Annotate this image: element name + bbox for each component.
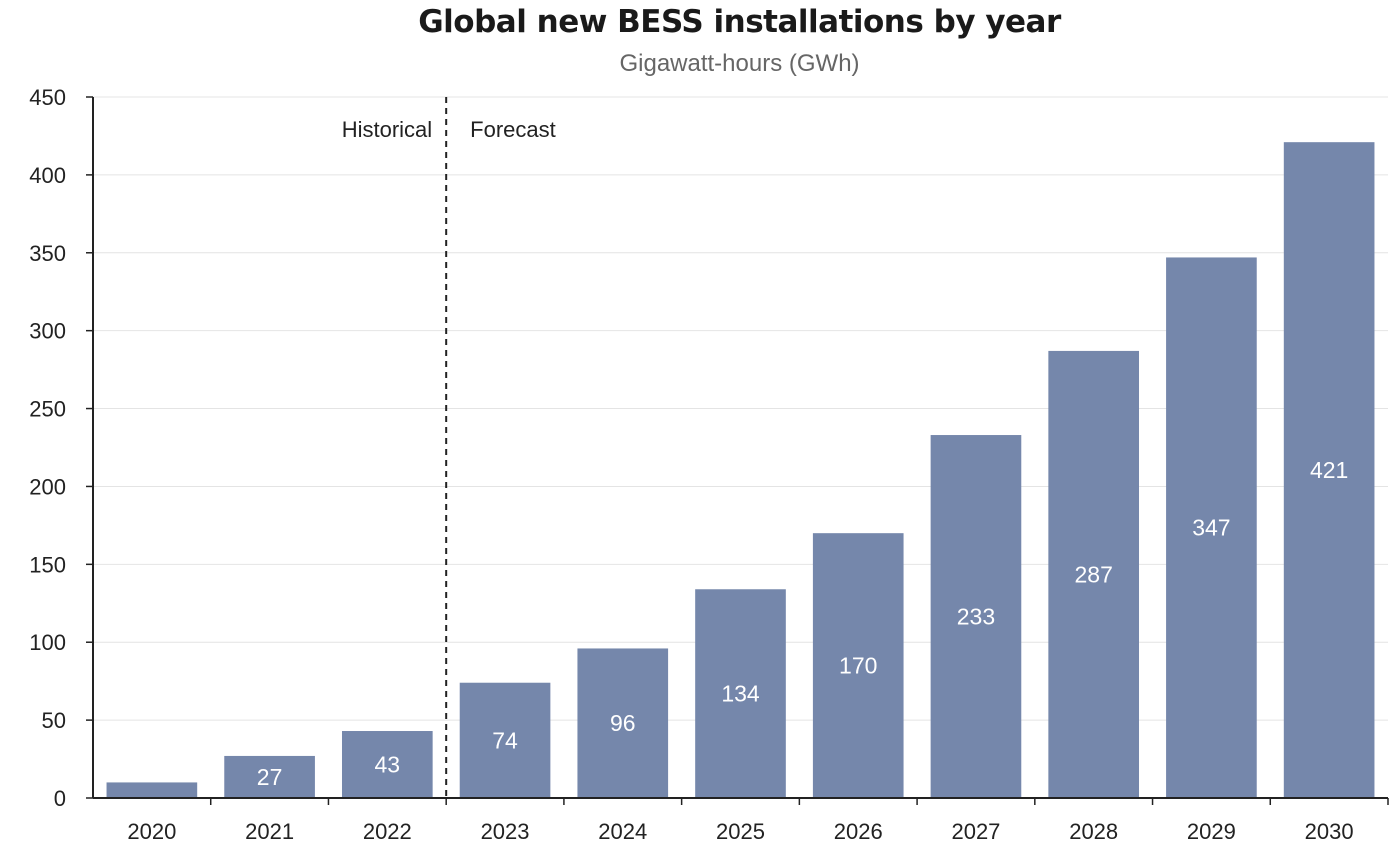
forecast-label: Forecast — [470, 117, 556, 142]
x-tick-label: 2023 — [481, 819, 530, 844]
x-tick-label: 2030 — [1305, 819, 1354, 844]
bar — [812, 533, 904, 798]
bar-value-label: 421 — [1310, 457, 1348, 483]
chart-title: Global new BESS installations by year — [418, 4, 1061, 40]
bar — [459, 682, 551, 798]
historical-label: Historical — [342, 117, 432, 142]
bar-value-label: 134 — [721, 681, 760, 707]
x-tick-label: 2029 — [1187, 819, 1236, 844]
bar — [341, 731, 433, 798]
bar-value-label: 43 — [375, 752, 401, 778]
bar — [1283, 142, 1375, 799]
x-tick-label: 2028 — [1069, 819, 1118, 844]
x-tick-label: 2026 — [834, 819, 883, 844]
bar-value-label: 233 — [957, 604, 995, 630]
bars: 27 43 74 96 134 170 233 287 347 421 — [106, 142, 1375, 799]
y-tick-label: 300 — [29, 319, 66, 344]
bar — [1048, 350, 1140, 798]
y-tick-label: 150 — [29, 552, 66, 577]
y-tick-label: 350 — [29, 241, 66, 266]
y-tick-label: 450 — [29, 85, 66, 110]
chart-subtitle: Gigawatt-hours (GWh) — [619, 50, 860, 77]
bar-value-label: 96 — [610, 710, 636, 736]
y-tick-label: 250 — [29, 397, 66, 422]
x-tick-label: 2024 — [598, 819, 647, 844]
x-tick-label: 2022 — [363, 819, 412, 844]
y-tick-label: 0 — [54, 786, 66, 811]
bar-value-label: 27 — [257, 764, 283, 790]
x-tick-label: 2020 — [127, 819, 176, 844]
bar — [224, 755, 315, 798]
bar — [695, 589, 786, 798]
y-tick-label: 200 — [29, 474, 66, 499]
bar — [930, 435, 1022, 798]
bar — [106, 782, 198, 798]
y-tick-label: 400 — [29, 163, 66, 188]
bar-value-label: 287 — [1074, 561, 1112, 587]
x-axis-tick-labels: 2020 2021 2022 2023 2024 2025 2026 2027 2028 2029… — [127, 798, 1389, 844]
bar-value-label: 74 — [492, 727, 518, 753]
y-tick-label: 50 — [42, 708, 66, 733]
bar — [577, 648, 669, 798]
bar — [1166, 257, 1257, 798]
bar-value-label: 347 — [1192, 515, 1230, 541]
x-tick-label: 2025 — [716, 819, 765, 844]
x-tick-label: 2027 — [951, 819, 1000, 844]
y-axis-tick-labels: 0 50 100 150 200 250 300 350 400 450 — [29, 85, 93, 811]
y-tick-label: 100 — [29, 630, 66, 655]
x-tick-label: 2021 — [245, 819, 294, 844]
bar-value-label: 170 — [839, 653, 877, 679]
